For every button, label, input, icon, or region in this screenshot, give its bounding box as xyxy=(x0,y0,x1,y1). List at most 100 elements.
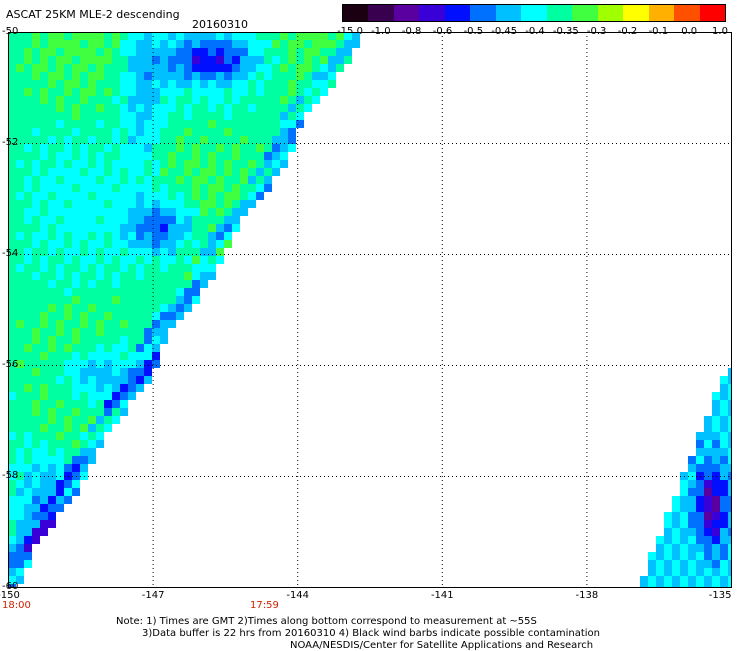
swath-cell xyxy=(712,408,720,416)
swath-cell xyxy=(256,112,264,120)
swath-cell xyxy=(96,136,104,144)
swath-cell xyxy=(184,288,192,296)
swath-cell xyxy=(72,184,80,192)
swath-cell xyxy=(256,64,264,72)
swath-cell xyxy=(32,56,40,64)
map-date: 20160310 xyxy=(192,18,248,31)
swath-cell xyxy=(16,176,24,184)
swath-cell xyxy=(208,200,216,208)
swath-cell xyxy=(232,96,240,104)
swath-cell xyxy=(280,80,288,88)
swath-cell xyxy=(680,584,688,588)
swath-cell xyxy=(40,112,48,120)
swath-cell xyxy=(120,384,128,392)
swath-cell xyxy=(8,192,16,200)
swath-cell xyxy=(256,96,264,104)
swath-cell xyxy=(152,136,160,144)
swath-cell xyxy=(152,88,160,96)
swath-cell xyxy=(32,432,40,440)
swath-cell xyxy=(88,104,96,112)
swath-cell xyxy=(80,64,88,72)
swath-cell xyxy=(112,208,120,216)
swath-cell xyxy=(64,80,72,88)
swath-cell xyxy=(152,216,160,224)
swath-cell xyxy=(720,496,728,504)
swath-cell xyxy=(176,88,184,96)
colorbar-label: -0.4 xyxy=(525,26,545,37)
swath-cell xyxy=(16,560,24,568)
swath-cell xyxy=(144,312,152,320)
swath-cell xyxy=(120,96,128,104)
swath-cell xyxy=(240,136,248,144)
swath-cell xyxy=(40,344,48,352)
swath-cell xyxy=(24,232,32,240)
swath-cell xyxy=(8,104,16,112)
swath-cell xyxy=(136,320,144,328)
swath-cell xyxy=(16,544,24,552)
latitude-tick-label: -50 xyxy=(2,25,19,37)
swath-cell xyxy=(256,104,264,112)
swath-cell xyxy=(16,496,24,504)
swath-cell xyxy=(136,72,144,80)
swath-cell xyxy=(136,48,144,56)
swath-cell xyxy=(104,40,112,48)
swath-cell xyxy=(208,168,216,176)
swath-cell xyxy=(248,32,256,40)
swath-cell xyxy=(72,224,80,232)
swath-cell xyxy=(72,424,80,432)
swath-cell xyxy=(312,48,320,56)
swath-cell xyxy=(152,272,160,280)
swath-cell xyxy=(16,376,24,384)
swath-cell xyxy=(184,176,192,184)
swath-cell xyxy=(64,448,72,456)
colorbar-label: 0.0 xyxy=(681,26,698,37)
swath-cell xyxy=(320,72,328,80)
colorbar-swatch xyxy=(521,5,547,21)
swath-cell xyxy=(40,480,48,488)
swath-cell xyxy=(216,160,224,168)
swath-cell xyxy=(120,32,128,40)
swath-cell xyxy=(80,248,88,256)
swath-cell xyxy=(152,152,160,160)
swath-cell xyxy=(32,216,40,224)
swath-cell xyxy=(80,424,88,432)
swath-cell xyxy=(48,512,56,520)
swath-cell xyxy=(64,200,72,208)
swath-cell xyxy=(16,336,24,344)
swath-cell xyxy=(16,120,24,128)
swath-cell xyxy=(232,200,240,208)
swath-cell xyxy=(8,120,16,128)
swath-cell xyxy=(192,184,200,192)
swath-cell xyxy=(24,120,32,128)
swath-cell xyxy=(192,72,200,80)
swath-cell xyxy=(40,72,48,80)
swath-cell xyxy=(64,184,72,192)
swath-cell xyxy=(64,416,72,424)
swath-cell xyxy=(88,136,96,144)
swath-cell xyxy=(184,200,192,208)
swath-cell xyxy=(704,512,712,520)
swath-cell xyxy=(8,440,16,448)
swath-cell xyxy=(104,344,112,352)
swath-cell xyxy=(136,32,144,40)
swath-cell xyxy=(208,32,216,40)
swath-cell xyxy=(128,392,136,400)
swath-cell xyxy=(64,48,72,56)
swath-cell xyxy=(40,224,48,232)
swath-cell xyxy=(216,112,224,120)
swath-cell xyxy=(16,96,24,104)
swath-cell xyxy=(136,288,144,296)
swath-cell xyxy=(104,96,112,104)
swath-cell xyxy=(24,184,32,192)
swath-cell xyxy=(208,96,216,104)
swath-cell xyxy=(224,48,232,56)
swath-cell xyxy=(128,160,136,168)
swath-cell xyxy=(40,232,48,240)
swath-cell xyxy=(120,56,128,64)
swath-cell xyxy=(16,136,24,144)
swath-cell xyxy=(256,40,264,48)
swath-cell xyxy=(120,184,128,192)
swath-cell xyxy=(672,576,680,584)
swath-cell xyxy=(32,152,40,160)
swath-cell xyxy=(32,208,40,216)
